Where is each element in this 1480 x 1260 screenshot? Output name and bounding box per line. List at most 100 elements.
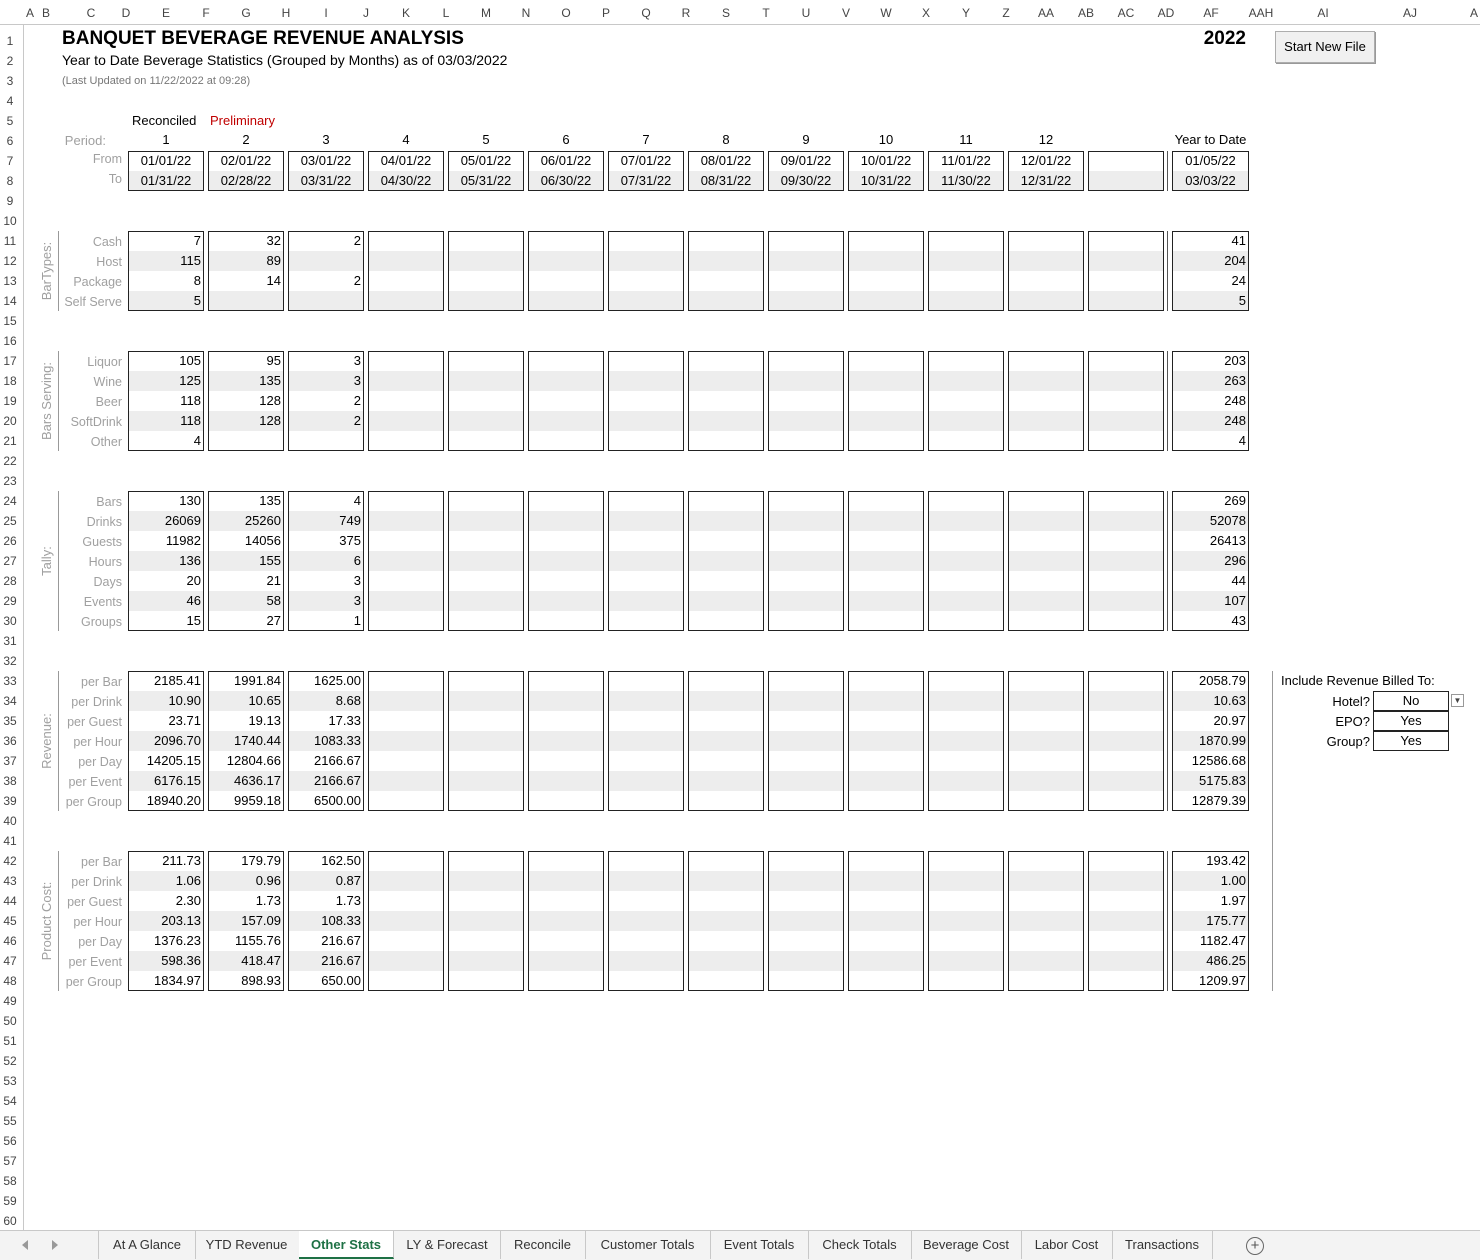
row-number[interactable]: 49 (3, 994, 17, 1008)
data-cell[interactable] (688, 891, 761, 911)
data-cell[interactable] (448, 551, 521, 571)
data-cell[interactable] (528, 751, 601, 771)
data-cell[interactable] (528, 911, 601, 931)
data-cell[interactable] (528, 851, 601, 871)
data-cell[interactable] (928, 851, 1001, 871)
data-cell[interactable] (928, 431, 1001, 451)
data-cell[interactable] (1008, 751, 1081, 771)
row-number[interactable]: 21 (3, 434, 17, 448)
row-number[interactable]: 50 (3, 1014, 17, 1028)
data-cell[interactable]: 136 (179, 553, 201, 568)
data-cell[interactable]: 135 (259, 373, 281, 388)
data-cell[interactable] (1088, 571, 1161, 591)
data-cell[interactable] (848, 691, 921, 711)
data-cell[interactable]: 17.33 (328, 713, 361, 728)
row-number[interactable]: 5 (6, 114, 14, 128)
row-number[interactable]: 12 (3, 254, 17, 268)
data-cell[interactable]: 157.09 (241, 913, 281, 928)
tab-at-a-glance[interactable]: At A Glance (98, 1231, 196, 1259)
data-cell[interactable] (448, 431, 521, 451)
data-cell[interactable]: 58 (266, 593, 281, 608)
column-letter[interactable]: AAH (1248, 6, 1274, 20)
data-cell[interactable] (608, 551, 681, 571)
data-cell[interactable] (928, 271, 1001, 291)
data-cell[interactable] (1008, 791, 1081, 811)
data-cell[interactable] (528, 691, 601, 711)
row-number[interactable]: 39 (3, 794, 17, 808)
data-cell[interactable] (608, 911, 681, 931)
row-number[interactable]: 54 (3, 1094, 17, 1108)
data-cell[interactable] (1088, 711, 1161, 731)
row-number[interactable]: 33 (3, 674, 17, 688)
data-cell[interactable] (528, 231, 601, 251)
data-cell[interactable] (448, 291, 521, 311)
data-cell[interactable]: 46 (186, 593, 201, 608)
column-letter[interactable]: R (681, 6, 691, 20)
data-cell[interactable] (368, 971, 441, 991)
data-cell[interactable] (528, 951, 601, 971)
column-letter[interactable]: C (86, 6, 96, 20)
data-cell[interactable] (1008, 871, 1081, 891)
data-cell[interactable] (1008, 351, 1081, 371)
row-number[interactable]: 43 (3, 874, 17, 888)
data-cell[interactable] (848, 951, 921, 971)
data-cell[interactable] (768, 911, 841, 931)
data-cell[interactable]: 6176.15 (154, 773, 201, 788)
data-cell[interactable] (848, 671, 921, 691)
data-cell[interactable] (368, 571, 441, 591)
data-cell[interactable] (848, 591, 921, 611)
data-cell[interactable] (368, 731, 441, 751)
to-date[interactable]: 02/28/22 (220, 173, 272, 188)
data-cell[interactable] (448, 751, 521, 771)
data-cell[interactable]: 9959.18 (234, 793, 281, 808)
data-cell[interactable]: 248 (1224, 413, 1246, 428)
data-cell[interactable] (448, 251, 521, 271)
from-date[interactable]: 08/01/22 (700, 153, 752, 168)
tab-other-stats[interactable]: Other Stats (299, 1231, 394, 1259)
data-cell[interactable]: 52078 (1209, 513, 1246, 528)
data-cell[interactable]: 1740.44 (234, 733, 281, 748)
data-cell[interactable] (928, 391, 1001, 411)
data-cell[interactable] (768, 251, 841, 271)
data-cell[interactable] (768, 351, 841, 371)
data-cell[interactable] (928, 891, 1001, 911)
data-cell[interactable] (928, 411, 1001, 431)
data-cell[interactable] (608, 951, 681, 971)
data-cell[interactable] (848, 731, 921, 751)
tab-ly-forecast[interactable]: LY & Forecast (394, 1231, 501, 1259)
data-cell[interactable] (1008, 911, 1081, 931)
data-cell[interactable] (368, 711, 441, 731)
data-cell[interactable] (848, 431, 921, 451)
triangle-right-icon[interactable] (52, 1240, 58, 1250)
data-cell[interactable]: 2185.41 (154, 673, 201, 688)
data-cell[interactable] (928, 751, 1001, 771)
data-cell[interactable] (928, 231, 1001, 251)
data-cell[interactable] (768, 511, 841, 531)
tab-check-totals[interactable]: Check Totals (808, 1231, 912, 1259)
data-cell[interactable]: 1.73 (335, 893, 361, 908)
data-cell[interactable] (1008, 891, 1081, 911)
data-cell[interactable] (848, 351, 921, 371)
column-letter[interactable]: G (241, 6, 251, 20)
column-letter[interactable]: J (363, 6, 369, 20)
data-cell[interactable] (368, 931, 441, 951)
data-cell[interactable] (528, 731, 601, 751)
data-cell[interactable] (928, 931, 1001, 951)
option-value-field[interactable]: Yes (1373, 711, 1449, 731)
data-cell[interactable]: 26413 (1209, 533, 1246, 548)
data-cell[interactable] (208, 431, 281, 451)
data-cell[interactable] (1008, 591, 1081, 611)
data-cell[interactable] (608, 431, 681, 451)
data-cell[interactable] (528, 711, 601, 731)
data-cell[interactable] (368, 251, 441, 271)
row-number[interactable]: 8 (6, 174, 14, 188)
data-cell[interactable]: 1834.97 (154, 973, 201, 988)
from-date[interactable] (1088, 151, 1164, 171)
row-number[interactable]: 40 (3, 814, 17, 828)
column-letter[interactable]: L (442, 6, 450, 20)
row-number[interactable]: 23 (3, 474, 17, 488)
data-cell[interactable]: 43 (1231, 613, 1246, 628)
data-cell[interactable]: 175.77 (1206, 913, 1246, 928)
data-cell[interactable]: 6 (353, 553, 361, 568)
data-cell[interactable]: 2 (353, 273, 361, 288)
